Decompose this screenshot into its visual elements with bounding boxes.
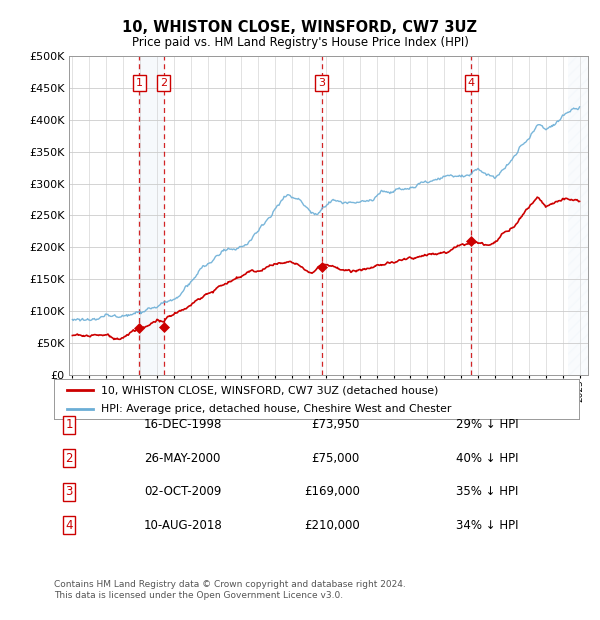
Text: £210,000: £210,000 xyxy=(304,519,360,531)
Bar xyxy=(138,56,165,375)
Text: 35% ↓ HPI: 35% ↓ HPI xyxy=(456,485,518,498)
Text: 34% ↓ HPI: 34% ↓ HPI xyxy=(456,519,518,531)
Text: 16-DEC-1998: 16-DEC-1998 xyxy=(144,418,223,431)
Bar xyxy=(320,56,323,375)
Text: 10, WHISTON CLOSE, WINSFORD, CW7 3UZ: 10, WHISTON CLOSE, WINSFORD, CW7 3UZ xyxy=(122,20,478,35)
Text: 10, WHISTON CLOSE, WINSFORD, CW7 3UZ (detached house): 10, WHISTON CLOSE, WINSFORD, CW7 3UZ (de… xyxy=(101,386,439,396)
Bar xyxy=(470,56,473,375)
Text: 3: 3 xyxy=(65,485,73,498)
Text: £169,000: £169,000 xyxy=(304,485,360,498)
Text: £73,950: £73,950 xyxy=(311,418,360,431)
Text: Price paid vs. HM Land Registry's House Price Index (HPI): Price paid vs. HM Land Registry's House … xyxy=(131,36,469,49)
Text: £75,000: £75,000 xyxy=(312,452,360,464)
Text: 02-OCT-2009: 02-OCT-2009 xyxy=(144,485,221,498)
Text: 10-AUG-2018: 10-AUG-2018 xyxy=(144,519,223,531)
Text: 40% ↓ HPI: 40% ↓ HPI xyxy=(456,452,518,464)
Text: 3: 3 xyxy=(318,78,325,88)
Text: Contains HM Land Registry data © Crown copyright and database right 2024.
This d: Contains HM Land Registry data © Crown c… xyxy=(54,580,406,601)
Text: 29% ↓ HPI: 29% ↓ HPI xyxy=(456,418,518,431)
Text: 1: 1 xyxy=(136,78,143,88)
Bar xyxy=(568,56,588,375)
Text: 2: 2 xyxy=(160,78,167,88)
Text: 4: 4 xyxy=(65,519,73,531)
Text: 26-MAY-2000: 26-MAY-2000 xyxy=(144,452,220,464)
Text: 1: 1 xyxy=(65,418,73,431)
Text: 2: 2 xyxy=(65,452,73,464)
Text: 4: 4 xyxy=(468,78,475,88)
Text: HPI: Average price, detached house, Cheshire West and Chester: HPI: Average price, detached house, Ches… xyxy=(101,404,452,414)
